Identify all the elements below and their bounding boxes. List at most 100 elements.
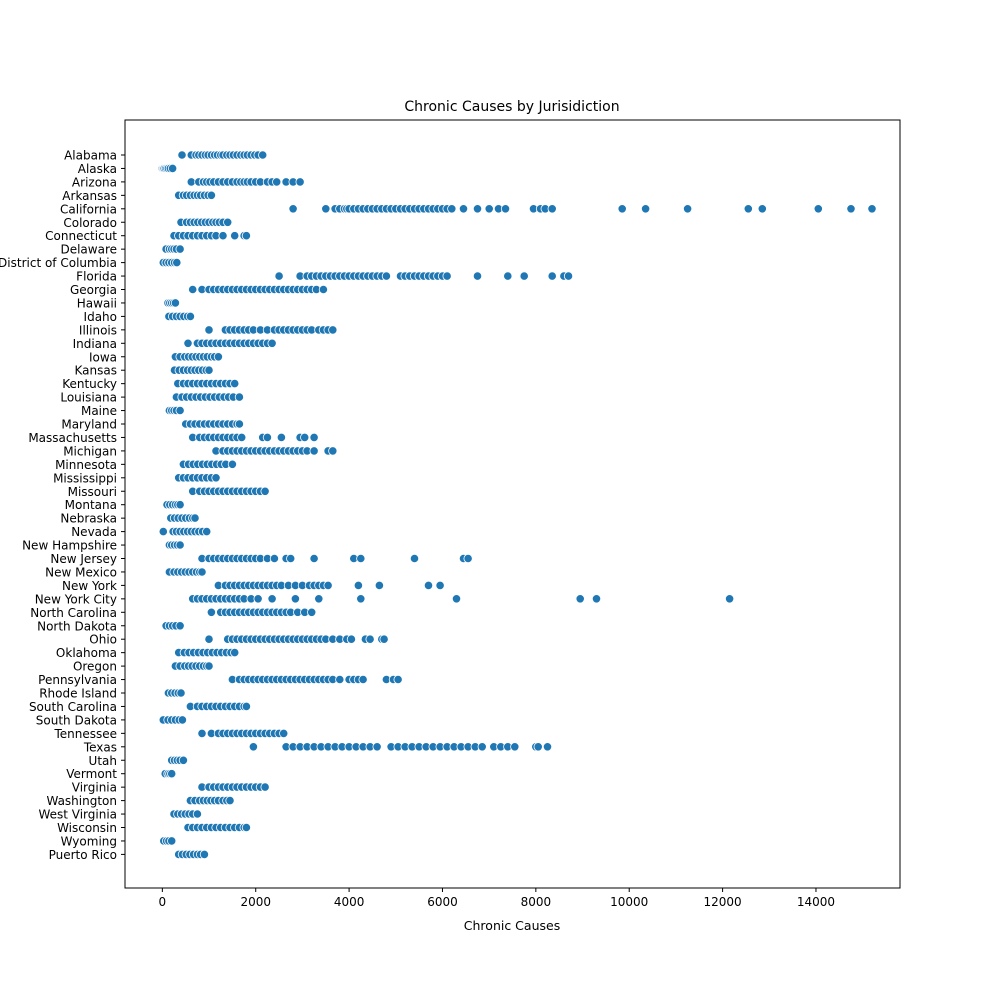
series-row: [188, 432, 319, 442]
data-point: [323, 580, 333, 591]
data-point: [177, 715, 187, 725]
data-point: [237, 432, 247, 442]
series-row: [160, 769, 177, 779]
y-tick-label: Colorado: [63, 216, 117, 230]
data-point: [356, 553, 366, 564]
data-point: [192, 809, 202, 819]
data-point: [314, 594, 324, 604]
y-tick-label: Virginia: [72, 781, 117, 795]
data-point: [757, 204, 767, 214]
data-point: [170, 298, 180, 308]
data-point: [307, 607, 317, 617]
series-row: [161, 621, 185, 631]
x-tick-label: 2000: [240, 895, 271, 909]
data-point: [262, 432, 272, 442]
data-point: [286, 553, 296, 564]
data-point: [300, 432, 310, 442]
data-point: [225, 795, 235, 806]
x-tick-label: 8000: [521, 895, 552, 909]
data-point: [867, 204, 877, 214]
series-row: [162, 500, 185, 510]
data-point: [177, 150, 187, 160]
data-point: [309, 553, 319, 564]
data-point: [183, 338, 193, 348]
series-row: [161, 244, 185, 254]
y-tick-label: Alaska: [78, 162, 117, 176]
series-row: [188, 486, 270, 496]
data-point: [510, 742, 520, 752]
data-point: [358, 674, 368, 685]
data-point: [158, 526, 168, 537]
data-point: [542, 742, 553, 752]
y-tick-label: Nebraska: [60, 512, 117, 526]
y-tick-label: New York: [62, 579, 117, 593]
data-point: [230, 647, 240, 658]
series-row: [174, 849, 209, 860]
data-point: [269, 553, 279, 564]
y-tick-label: North Carolina: [30, 606, 117, 620]
series-row: [176, 217, 233, 227]
y-tick-label: Massachusetts: [28, 431, 117, 445]
series-row: [197, 782, 270, 792]
data-point: [204, 634, 214, 644]
data-point: [477, 742, 487, 752]
y-tick-label: Delaware: [60, 243, 117, 257]
data-point: [617, 204, 627, 214]
y-axis-ticks: AlabamaAlaskaArizonaArkansasCaliforniaCo…: [0, 149, 125, 862]
x-axis-label: Chronic Causes: [464, 918, 560, 933]
x-tick-label: 6000: [427, 895, 458, 909]
x-tick-label: 14000: [797, 895, 835, 909]
data-point: [503, 271, 513, 281]
x-axis-ticks: 0 2000 4000 6000 8000 10000 12000 14000: [159, 888, 835, 909]
y-tick-label: Mississippi: [53, 471, 117, 485]
y-tick-label: Alabama: [64, 149, 117, 163]
y-tick-label: South Carolina: [29, 700, 117, 714]
data-point: [409, 553, 420, 564]
data-point: [288, 204, 298, 214]
y-tick-label: Kansas: [75, 364, 117, 378]
data-point: [547, 204, 557, 214]
data-point: [724, 594, 735, 604]
data-point: [190, 513, 200, 523]
y-tick-label: Puerto Rico: [49, 848, 117, 862]
y-tick-label: Louisiana: [60, 391, 117, 405]
y-tick-label: Vermont: [66, 767, 117, 781]
data-point: [335, 674, 345, 685]
y-tick-label: Arkansas: [62, 189, 117, 203]
y-tick-label: New York City: [35, 592, 117, 606]
series-row: [211, 446, 338, 456]
series-row: [188, 284, 328, 295]
data-point: [846, 204, 856, 214]
series-row: [171, 392, 244, 402]
axes-frame: [124, 119, 901, 889]
data-point: [172, 257, 182, 268]
y-tick-label: New Hampshire: [22, 539, 117, 553]
data-point: [813, 204, 823, 214]
y-tick-label: Missouri: [68, 485, 117, 499]
data-point: [260, 782, 270, 792]
x-tick-label: 4000: [334, 895, 365, 909]
series-row: [157, 163, 178, 173]
data-point: [253, 594, 263, 604]
y-tick-label: Arizona: [72, 175, 117, 189]
y-tick-label: Connecticut: [45, 229, 117, 243]
y-tick-label: Wyoming: [61, 834, 117, 848]
data-point: [533, 742, 543, 752]
data-point: [591, 594, 602, 604]
data-point: [640, 204, 651, 214]
data-point: [260, 486, 270, 496]
series-row: [170, 661, 214, 671]
data-point: [276, 432, 286, 442]
data-point: [227, 459, 237, 469]
series-row: [185, 795, 235, 806]
x-tick-label: 12000: [703, 895, 741, 909]
data-point: [295, 177, 305, 187]
data-point: [682, 204, 693, 214]
series-row: [169, 809, 202, 819]
data-point: [393, 674, 403, 685]
y-tick-label: Pennsylvania: [38, 673, 117, 687]
series-row: [158, 526, 212, 537]
data-point: [175, 244, 185, 254]
series-row: [197, 553, 473, 564]
